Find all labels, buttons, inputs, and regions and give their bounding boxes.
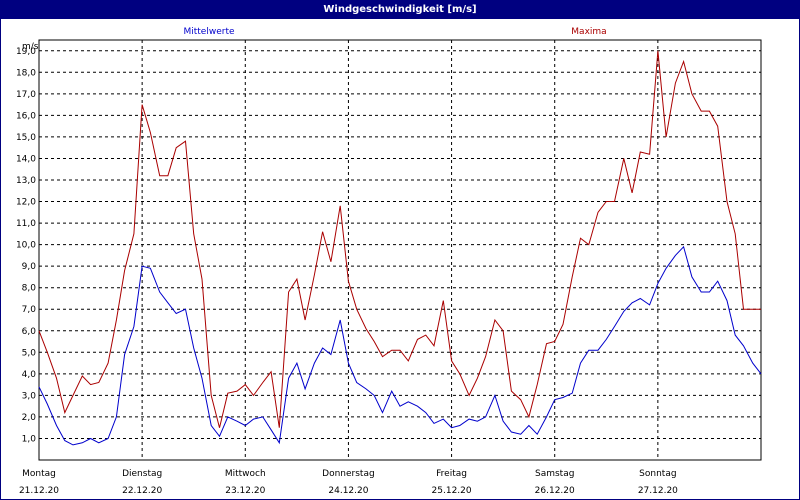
y-tick-label: 1,0 [22, 434, 37, 444]
y-tick-label: 19,0 [16, 47, 36, 57]
x-tick-date: 21.12.20 [19, 486, 59, 496]
y-tick-label: 11,0 [16, 219, 36, 229]
y-tick-label: 3,0 [22, 391, 37, 401]
y-tick-label: 16,0 [16, 111, 36, 121]
x-tick-day: Samstag [535, 469, 574, 479]
y-tick-label: 2,0 [22, 413, 37, 423]
x-tick-date: 26.12.20 [535, 486, 575, 496]
y-tick-label: 14,0 [16, 154, 36, 164]
grid [39, 40, 761, 460]
y-tick-label: 6,0 [22, 327, 37, 337]
x-tick-date: 22.12.20 [122, 486, 162, 496]
y-axis-label: m/s [22, 42, 39, 52]
y-tick-label: 4,0 [22, 370, 37, 380]
y-tick-label: 17,0 [16, 90, 36, 100]
y-tick-label: 9,0 [22, 262, 37, 272]
x-tick-date: 24.12.20 [328, 486, 368, 496]
x-axis: Montag 21.12.20 Dienstag 22.12.20 Mittwoch 23… [19, 469, 678, 496]
x-tick-day: Dienstag [122, 469, 162, 479]
legend-mittelwerte: Mittelwerte [183, 27, 234, 37]
y-tick-label: 18,0 [16, 68, 36, 78]
x-tick-day: Sonntag [639, 469, 676, 479]
y-tick-label: 10,0 [16, 241, 36, 251]
x-tick-date: 25.12.20 [432, 486, 472, 496]
y-tick-label: 15,0 [16, 133, 36, 143]
y-tick-label: 7,0 [22, 305, 37, 315]
y-tick-label: 12,0 [16, 198, 36, 208]
x-tick-day: Donnerstag [322, 469, 375, 479]
x-tick-day: Mittwoch [225, 469, 266, 479]
x-tick-date: 23.12.20 [225, 486, 265, 496]
series-lines [38, 50, 762, 446]
y-tick-label: 8,0 [22, 284, 37, 294]
series-line-mittelwerte [38, 245, 762, 446]
y-tick-label: 5,0 [22, 348, 37, 358]
chart-title: Windgeschwindigkeit [m/s] [1, 1, 799, 19]
plot-area [38, 39, 762, 461]
legend-maxima: Maxima [571, 27, 606, 37]
x-tick-day: Freitag [436, 469, 467, 479]
x-tick-day: Montag [22, 469, 56, 479]
y-axis: 1,0 2,0 3,0 4,0 5,0 6,0 7,0 8,0 9,0 10,0 11,0 12,0 1… [16, 47, 36, 445]
x-tick-date: 27.12.20 [638, 486, 678, 496]
y-tick-label: 13,0 [16, 176, 36, 186]
series-line-maxima [38, 50, 761, 428]
